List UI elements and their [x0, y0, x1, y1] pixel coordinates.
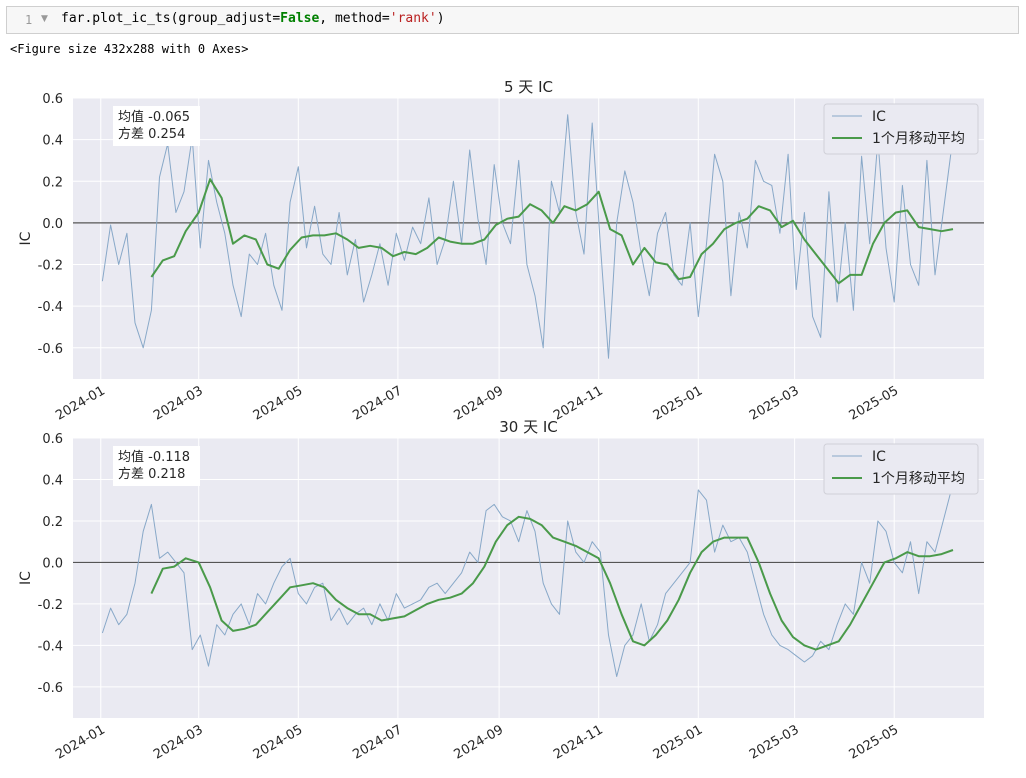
x-tick-label: 2025-03 — [747, 383, 802, 423]
fold-arrow-icon[interactable]: ▼ — [41, 14, 48, 24]
code-line[interactable]: far.plot_ic_ts(group_adjust=False, metho… — [61, 11, 445, 26]
x-tick-label: 2025-05 — [847, 722, 902, 762]
ic-series-line — [101, 489, 952, 677]
y-tick-label: -0.4 — [38, 300, 63, 315]
x-tick-label: 2024-07 — [350, 383, 405, 423]
code-suffix: ) — [436, 11, 445, 26]
x-tick-label: 2024-11 — [551, 383, 606, 423]
moving-average-line — [150, 515, 954, 651]
line-number: 1 — [25, 13, 33, 27]
y-axis-label: IC — [18, 231, 34, 245]
y-tick-label: -0.2 — [38, 598, 63, 613]
stats-box — [113, 106, 200, 146]
legend-ic-label: IC — [872, 109, 886, 125]
code-mid: , method= — [319, 11, 390, 26]
y-tick-label: 0.4 — [42, 134, 63, 149]
y-tick-label: 0.4 — [42, 473, 63, 488]
legend-ic-label: IC — [872, 449, 886, 465]
y-tick-label: -0.6 — [38, 342, 63, 357]
x-tick-label: 2025-01 — [651, 722, 706, 762]
x-tick-label: 2024-03 — [151, 722, 206, 762]
x-tick-label: 2025-01 — [651, 383, 706, 423]
code-cell[interactable]: 1 ▼ far.plot_ic_ts(group_adjust=False, m… — [6, 6, 1019, 34]
x-tick-label: 2024-07 — [350, 722, 405, 762]
chart-panel-2: 0.6 0.4 0.2 0.0 -0.2 -0.4 -0.6 2024-01 2024-03 20… — [18, 418, 984, 763]
y-tick-label: -0.6 — [38, 681, 63, 696]
legend-box — [823, 103, 979, 155]
stats-mean: 均值 -0.065 — [118, 109, 190, 125]
legend-ma-label: 1个月移动平均 — [872, 131, 965, 147]
y-tick-label: 0.6 — [42, 92, 63, 107]
moving-average-line — [150, 178, 954, 285]
legend-ma-label: 1个月移动平均 — [872, 471, 965, 487]
y-tick-label: 0.2 — [42, 175, 63, 190]
code-prefix: far.plot_ic_ts(group_adjust= — [61, 11, 281, 26]
x-tick-label: 2024-05 — [251, 383, 306, 423]
chart-panel-1: 0.6 0.4 0.2 0.0 -0.2 -0.4 -0.6 2024-01 2024-03 20… — [18, 78, 984, 424]
y-tick-label: 0.0 — [42, 556, 63, 571]
stats-mean: 均值 -0.118 — [118, 449, 190, 465]
x-tick-label: 2024-05 — [251, 722, 306, 762]
x-tick-label: 2025-03 — [747, 722, 802, 762]
code-keyword: False — [280, 11, 320, 26]
ic-series-line — [101, 114, 952, 359]
x-tick-label: 2024-01 — [53, 383, 108, 423]
y-tick-label: -0.4 — [38, 639, 63, 654]
chart-title: 5 天 IC — [504, 78, 553, 96]
y-tick-label: 0.0 — [42, 217, 63, 232]
chart-title: 30 天 IC — [499, 418, 558, 436]
stats-std: 方差 0.254 — [118, 126, 185, 142]
stats-std: 方差 0.218 — [118, 466, 185, 482]
y-axis-label: IC — [18, 571, 34, 585]
stats-box — [113, 446, 200, 486]
figure-size-output: <Figure size 432x288 with 0 Axes> — [10, 42, 249, 56]
x-tick-label: 2024-03 — [151, 383, 206, 423]
y-tick-label: 0.6 — [42, 432, 63, 447]
code-string: 'rank' — [389, 11, 437, 26]
x-tick-label: 2024-01 — [53, 722, 108, 762]
y-tick-label: -0.2 — [38, 259, 63, 274]
y-tick-label: 0.2 — [42, 515, 63, 530]
x-tick-label: 2024-09 — [452, 722, 507, 762]
x-tick-label: 2024-09 — [452, 383, 507, 423]
x-tick-label: 2025-05 — [847, 383, 902, 423]
x-tick-label: 2024-11 — [551, 722, 606, 762]
legend-box — [823, 443, 979, 495]
